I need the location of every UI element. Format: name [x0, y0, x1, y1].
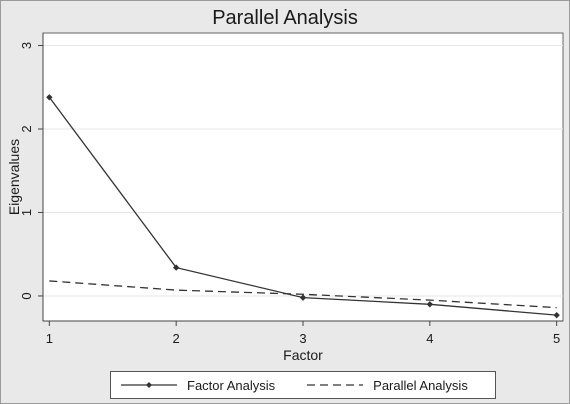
legend-swatch-dashed: [307, 384, 364, 386]
legend-swatch-solid: [121, 382, 177, 388]
data-point-factor-analysis: [46, 94, 53, 101]
y-ticks: 0 1 2 3: [19, 42, 43, 300]
data-point-factor-analysis: [299, 294, 307, 301]
legend-entry-parallel-analysis: Parallel Analysis: [305, 378, 468, 393]
y-tick-label: 1: [19, 209, 34, 216]
y-tick-label: 0: [19, 292, 34, 299]
legend-entry-factor-analysis: Factor Analysis: [119, 378, 275, 393]
series-line-parallel-analysis: [49, 280, 557, 309]
y-tick-label: 3: [19, 42, 34, 49]
x-tick-label: 5: [553, 331, 560, 346]
legend-label-parallel-analysis: Parallel Analysis: [373, 377, 468, 393]
data-point-factor-analysis: [426, 301, 434, 308]
x-tick-label: 4: [426, 331, 433, 346]
x-tick-label: 2: [173, 331, 180, 346]
x-tick-label: 1: [46, 331, 53, 346]
chart-title: Parallel Analysis: [212, 7, 358, 29]
plot-area: [42, 32, 564, 322]
data-point-factor-analysis: [553, 311, 560, 319]
x-tick-label: 3: [299, 331, 306, 346]
legend: Factor Analysis Parallel Analysis: [110, 371, 496, 399]
y-axis-label: Eigenvalues: [6, 139, 22, 215]
legend-label-factor-analysis: Factor Analysis: [187, 377, 276, 393]
series-layer: [46, 94, 560, 319]
x-axis-label: Factor: [283, 347, 323, 363]
data-point-factor-analysis: [172, 264, 180, 271]
y-tick-label: 2: [19, 125, 34, 132]
x-ticks: 1 2 3 4 5: [46, 321, 560, 346]
